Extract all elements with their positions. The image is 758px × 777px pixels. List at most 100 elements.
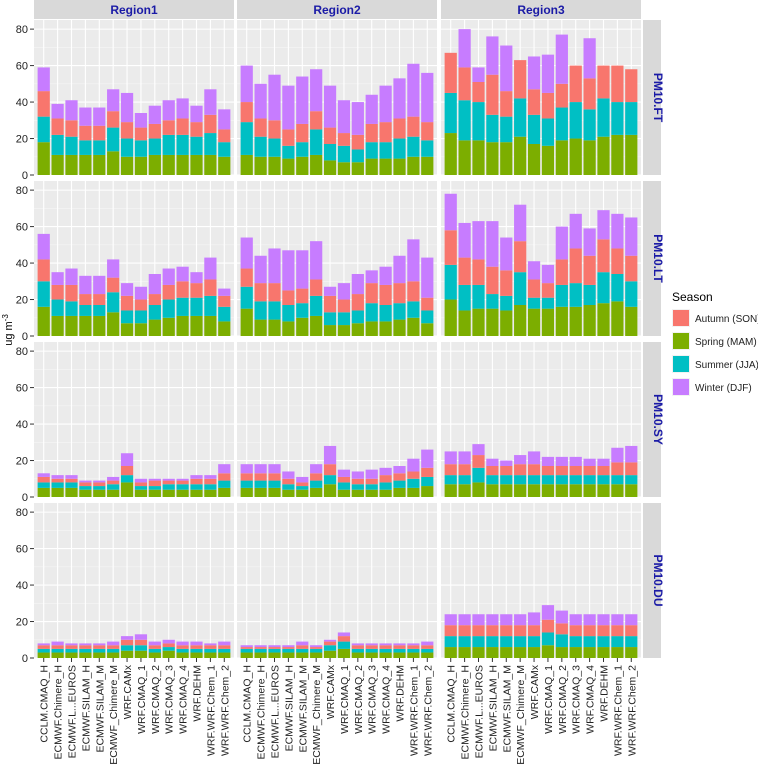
- bar-segment-autumn: [500, 91, 513, 117]
- bar-segment-spring: [393, 319, 406, 336]
- bar-segment-spring: [458, 647, 471, 658]
- bar-segment-spring: [51, 315, 64, 336]
- bar-segment-spring: [93, 154, 106, 175]
- bar-segment-winter: [514, 455, 527, 465]
- y-tick-label: 20: [16, 617, 28, 629]
- bar-segment-winter: [365, 270, 378, 284]
- bar-segment-autumn: [134, 639, 148, 646]
- bar-segment-spring: [148, 319, 161, 336]
- bar-segment-autumn: [148, 480, 161, 487]
- bar-segment-winter: [176, 98, 189, 119]
- bar-segment-summer: [323, 475, 337, 485]
- panel-background: [34, 20, 234, 175]
- bar-segment-autumn: [625, 625, 638, 637]
- bar-segment-winter: [555, 610, 568, 624]
- bar-segment-winter: [162, 268, 175, 285]
- bar-segment-winter: [541, 264, 555, 284]
- bar-segment-spring: [514, 647, 527, 658]
- bar-segment-winter: [625, 614, 638, 626]
- bar-segment-summer: [93, 486, 106, 490]
- bar-segment-autumn: [107, 645, 120, 649]
- bar-segment-summer: [611, 274, 624, 302]
- bar-segment-autumn: [365, 123, 378, 143]
- bar-segment-winter: [296, 476, 309, 483]
- bar-segment-winter: [93, 107, 106, 126]
- bar-segment-winter: [162, 100, 175, 121]
- bar-segment-summer: [240, 286, 253, 309]
- bar-segment-winter: [240, 645, 253, 648]
- bar-segment-spring: [555, 306, 568, 336]
- bar-segment-winter: [218, 109, 231, 130]
- region-strip: [237, 0, 437, 19]
- x-tick-label: WRF.CMAQ_1: [136, 665, 148, 734]
- bar-segment-autumn: [472, 259, 485, 285]
- x-tick-label: ECMWF.SILAM_M: [94, 665, 106, 753]
- bar-segment-autumn: [107, 277, 120, 293]
- bar-segment-summer: [458, 284, 471, 311]
- bar-segment-winter: [365, 94, 378, 124]
- bar-segment-summer: [107, 292, 120, 313]
- bar-segment-spring: [351, 489, 364, 497]
- bar-segment-spring: [611, 484, 624, 497]
- bar-segment-spring: [134, 650, 148, 658]
- bar-segment-winter: [458, 451, 471, 465]
- x-tick-label: WRF.CMAQ_3: [571, 665, 583, 734]
- bar-segment-spring: [393, 652, 406, 658]
- bar-segment-autumn: [240, 473, 253, 481]
- bar-segment-summer: [337, 145, 351, 163]
- bar-segment-winter: [37, 67, 50, 92]
- bar-segment-winter: [51, 272, 64, 285]
- bar-segment-autumn: [583, 255, 596, 285]
- bar-segment-winter: [190, 475, 203, 479]
- bar-segment-autumn: [569, 625, 582, 637]
- bar-segment-summer: [486, 294, 499, 309]
- bar-segment-winter: [296, 250, 309, 289]
- bar-segment-summer: [527, 114, 541, 144]
- bar-segment-winter: [583, 458, 596, 466]
- bar-segment-summer: [240, 122, 253, 155]
- x-tick-label: ECMWF.L...EUROS: [67, 665, 79, 758]
- bar-segment-winter: [93, 643, 106, 646]
- bar-segment-winter: [337, 283, 351, 300]
- bar-segment-autumn: [190, 645, 203, 649]
- row-strip: [643, 20, 661, 175]
- bar-segment-summer: [65, 648, 78, 653]
- bar-segment-summer: [486, 114, 499, 143]
- bar-segment-spring: [204, 315, 217, 336]
- bar-segment-autumn: [500, 466, 513, 476]
- bar-segment-autumn: [323, 127, 337, 144]
- bar-segment-spring: [93, 652, 106, 658]
- bar-segment-winter: [421, 641, 434, 646]
- bar-segment-summer: [541, 118, 555, 146]
- bar-segment-winter: [240, 237, 253, 269]
- bar-segment-winter: [310, 464, 323, 474]
- y-axis-label-exponent: -3: [1, 314, 10, 322]
- bar-segment-spring: [120, 482, 134, 497]
- bar-segment-winter: [379, 643, 392, 646]
- bar-segment-autumn: [120, 122, 134, 139]
- facet-panel: [34, 181, 234, 337]
- bar-segment-summer: [458, 475, 471, 485]
- bar-segment-winter: [65, 268, 78, 285]
- y-tick-label: 40: [16, 580, 28, 592]
- bar-segment-summer: [37, 648, 50, 653]
- bar-segment-winter: [379, 85, 392, 123]
- bar-segment-autumn: [472, 455, 485, 468]
- bar-segment-spring: [37, 306, 50, 336]
- bar-segment-spring: [296, 317, 309, 336]
- bar-segment-autumn: [310, 647, 323, 649]
- bar-segment-autumn: [337, 476, 351, 483]
- x-tick-label: ECMWF.Chimere_H: [460, 665, 472, 760]
- bar-segment-winter: [611, 614, 624, 626]
- bar-segment-summer: [323, 144, 337, 161]
- bar-segment-spring: [107, 312, 120, 336]
- facet-panel: [34, 503, 234, 659]
- bar-segment-summer: [500, 116, 513, 143]
- bar-segment-spring: [351, 323, 364, 336]
- bar-segment-summer: [555, 107, 568, 141]
- bar-segment-summer: [379, 305, 392, 322]
- bar-segment-winter: [79, 107, 92, 126]
- bar-segment-spring: [93, 315, 106, 336]
- panel-background: [441, 181, 641, 336]
- facet-panel: [441, 342, 641, 498]
